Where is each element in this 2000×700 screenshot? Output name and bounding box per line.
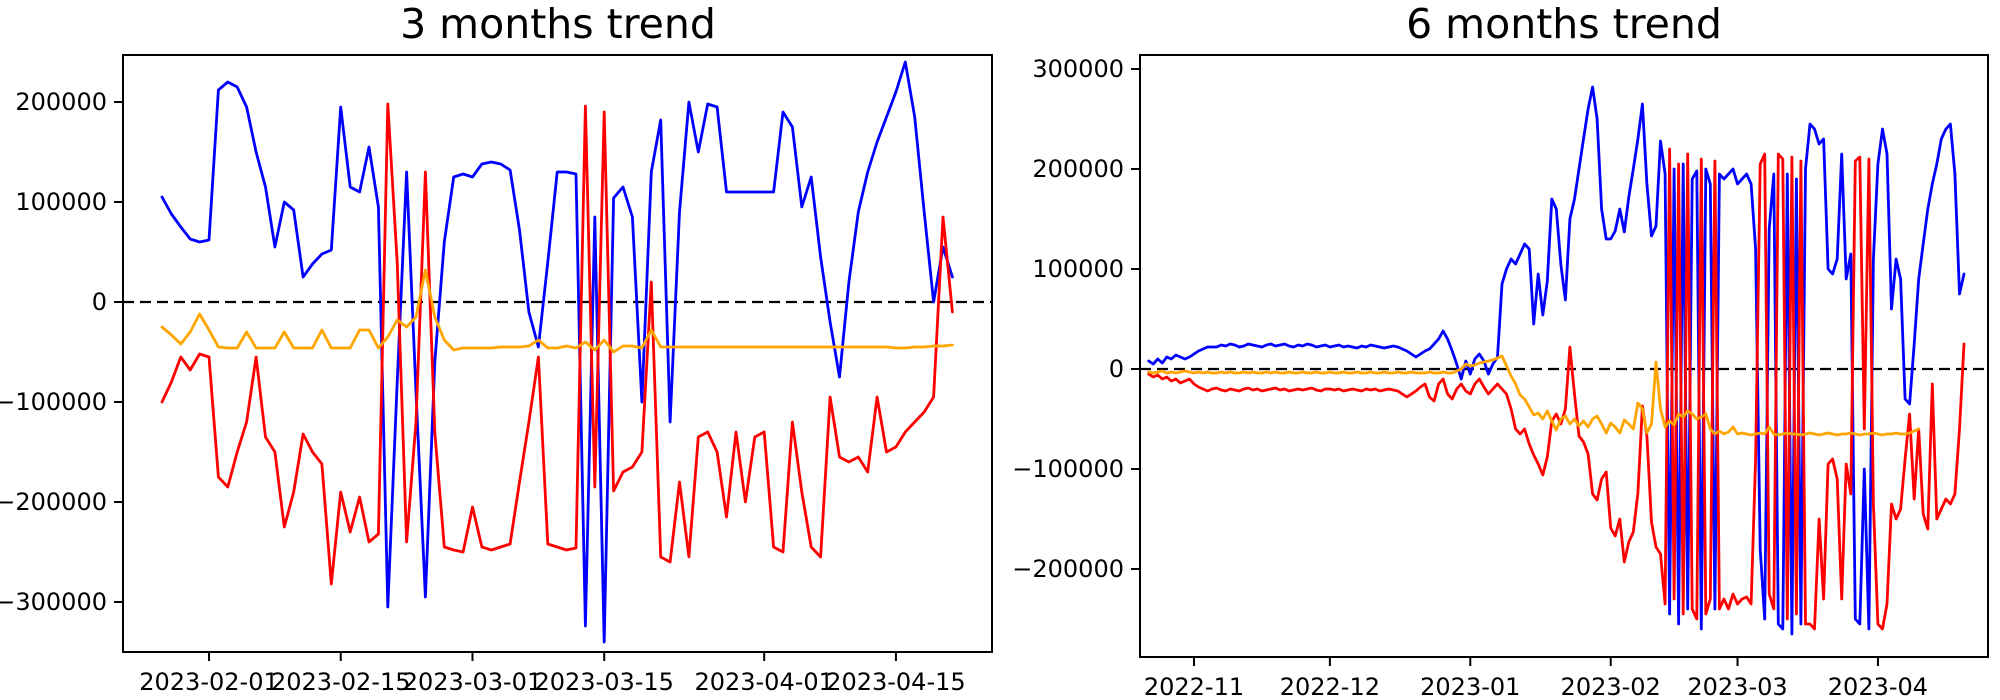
- axes-spines: [1139, 54, 1989, 658]
- series-line-blue: [1147, 85, 1966, 636]
- x-axis-tick-label: 2023-04-15: [826, 668, 965, 696]
- y-axis-tick-label: 100000: [1032, 255, 1124, 283]
- x-axis-tick-label: 2022-12: [1280, 673, 1380, 700]
- x-axis-tick-label: 2023-02-15: [271, 668, 410, 696]
- x-axis-tick-label: 2023-03-15: [534, 668, 673, 696]
- series-line-orange: [1147, 354, 1921, 437]
- y-axis-tick-label: 0: [1109, 355, 1124, 383]
- x-axis-tick-label: 2023-01: [1420, 673, 1520, 700]
- y-axis-tick-label: 300000: [1032, 55, 1124, 83]
- x-axis-tick-label: 2022-11: [1144, 673, 1244, 700]
- x-axis-tick-label: 2023-04: [1828, 673, 1928, 700]
- x-axis-tick-label: 2023-03-01: [403, 668, 542, 696]
- right-chart-title: 6 months trend: [1406, 0, 1722, 48]
- axes-spines: [122, 54, 993, 653]
- x-axis-tick-label: 2023-04-01: [694, 668, 833, 696]
- x-axis-tick-label: 2023-02: [1561, 673, 1661, 700]
- y-axis-tick-label: 200000: [1032, 155, 1124, 183]
- x-axis-tick-label: 2023-02-01: [139, 668, 278, 696]
- y-axis-tick-label: −200000: [1012, 555, 1124, 583]
- series-line-blue: [160, 60, 954, 644]
- x-axis-tick-label: 2023-03: [1687, 673, 1787, 700]
- y-axis-tick-label: 200000: [15, 88, 107, 116]
- y-axis-tick-label: −300000: [0, 588, 107, 616]
- series-line-red: [1147, 147, 1966, 631]
- series-line-orange: [160, 268, 954, 354]
- y-axis-tick-label: −200000: [0, 488, 107, 516]
- y-axis-tick-label: 0: [92, 288, 107, 316]
- left-chart-plot-area: 200000 100000 0 −100000 −200000 −300000 2023-0…: [0, 54, 993, 696]
- right-chart-plot-area: 300000 200000 100000 0 −100000 −200000 2022-11…: [1012, 54, 1989, 700]
- left-chart-title: 3 months trend: [400, 0, 716, 48]
- y-axis-tick-label: −100000: [0, 388, 107, 416]
- y-axis-tick-label: −100000: [1012, 455, 1124, 483]
- series-line-red: [160, 102, 954, 586]
- y-axis-tick-label: 100000: [15, 188, 107, 216]
